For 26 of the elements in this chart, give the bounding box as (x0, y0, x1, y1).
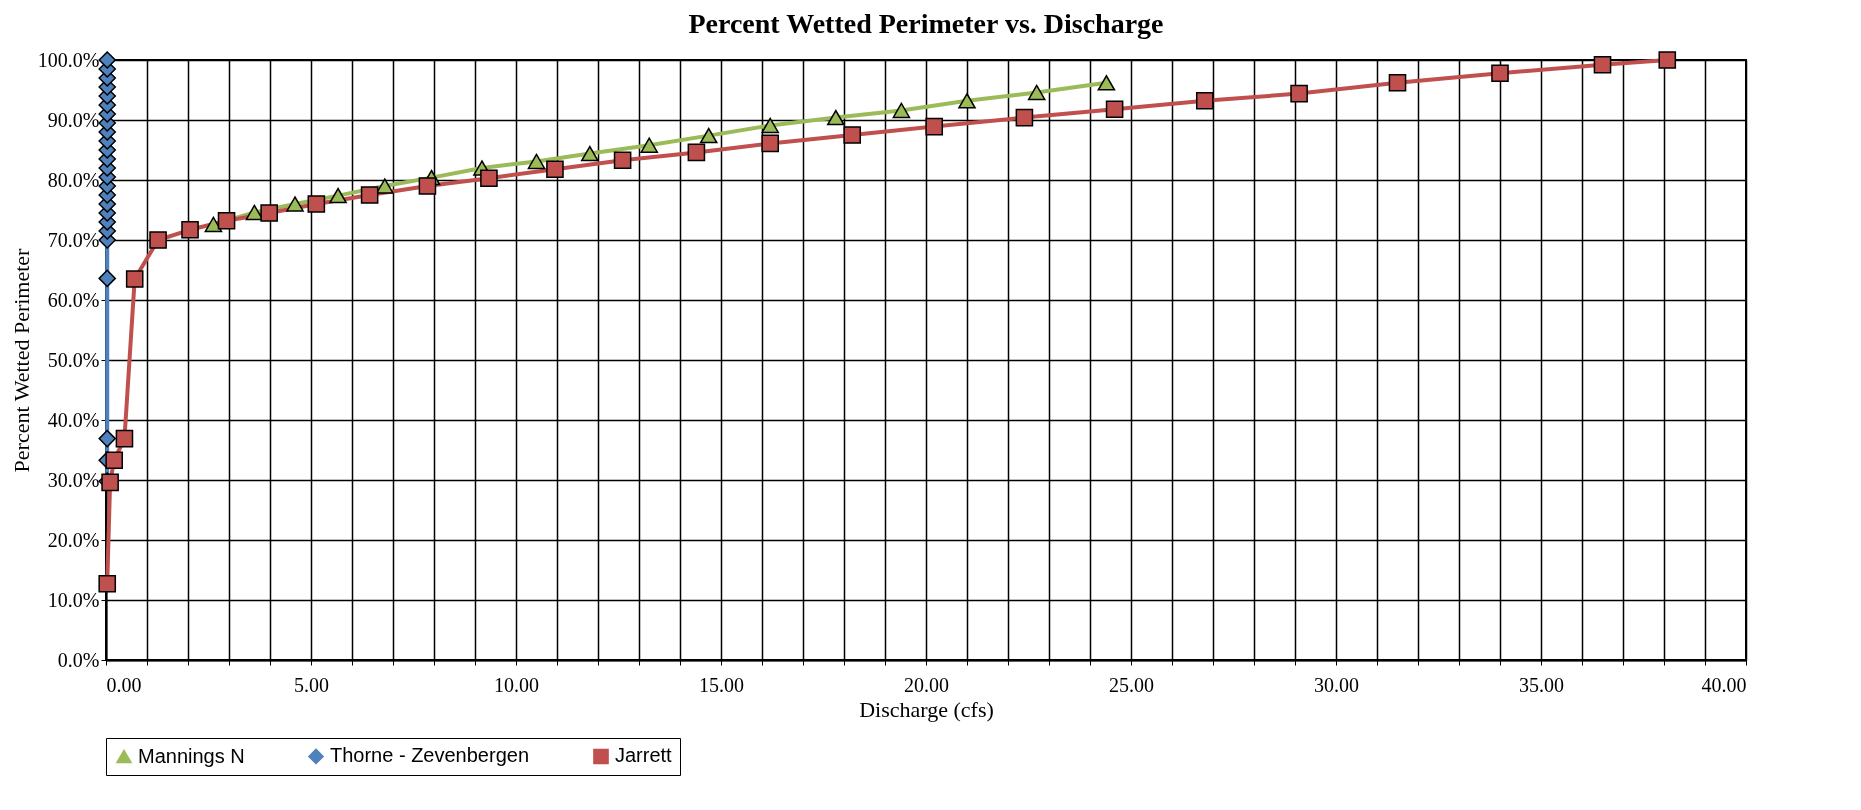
x-tick-label: 30.00 (1314, 673, 1359, 696)
x-tick-label: 10.00 (494, 673, 539, 696)
y-axis-title: Percent Wetted Perimeter (8, 247, 34, 473)
y-tick-label: 10.0% (47, 588, 100, 611)
x-tick-label: 5.00 (294, 673, 329, 696)
y-tick-label: 40.0% (47, 408, 100, 431)
x-axis-title: Discharge (cfs) (859, 696, 994, 722)
x-tick-label: 25.00 (1109, 673, 1154, 696)
x-tick-label: 15.00 (699, 673, 744, 696)
chart-title: Percent Wetted Perimeter vs. Discharge (688, 7, 1164, 39)
legend-label: Mannings N (138, 744, 245, 767)
y-tick-label: 20.0% (47, 528, 100, 551)
legend-label: Thorne - Zevenbergen (330, 744, 530, 767)
legend-label: Jarrett (615, 744, 673, 767)
y-tick-label: 90.0% (47, 108, 100, 131)
y-tick-label: 0.0% (57, 648, 100, 671)
y-tick-label: 70.0% (47, 228, 100, 251)
x-tick-label: 0.00 (106, 673, 142, 696)
y-tick-label: 50.0% (47, 348, 100, 371)
y-tick-label: 80.0% (47, 168, 100, 191)
y-tick-label: 60.0% (47, 288, 100, 311)
x-tick-label: 40.00 (1701, 673, 1747, 696)
y-tick-label: 30.0% (47, 468, 100, 491)
x-tick-label: 35.00 (1519, 673, 1564, 696)
x-tick-label: 20.00 (904, 673, 949, 696)
y-tick-label: 100.0% (37, 48, 100, 71)
